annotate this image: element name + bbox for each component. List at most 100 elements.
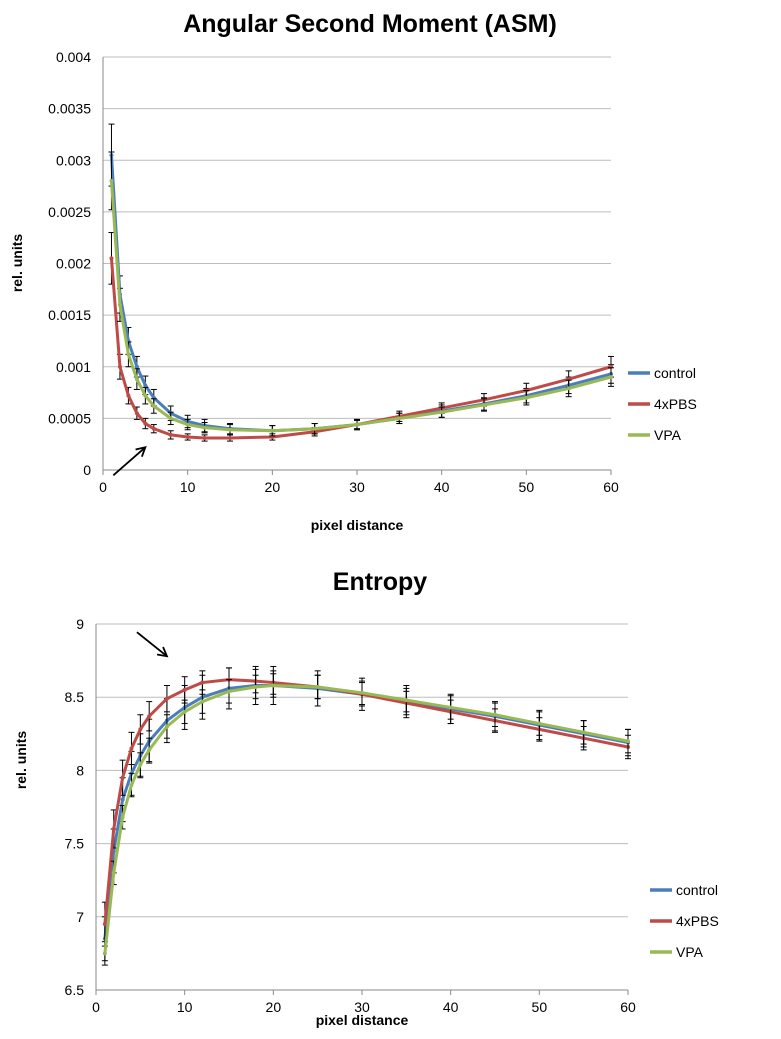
- data-point: [200, 680, 205, 685]
- data-point: [360, 690, 364, 695]
- chart-title: Angular Second Moment (ASM): [183, 10, 557, 38]
- grid-lines: 0 0.0005 0.001 0.0015 0.002 0.0025 0.003 0.0035…: [48, 49, 619, 495]
- legend-label: VPA: [654, 427, 682, 443]
- y-tick-label: 7: [76, 909, 84, 925]
- x-tick-label: 20: [266, 999, 282, 1015]
- data-point: [200, 699, 205, 704]
- y-tick-label: 0: [83, 462, 91, 478]
- data-point: [185, 422, 190, 427]
- data-point: [117, 302, 122, 307]
- series-line: [109, 258, 612, 440]
- data-point: [109, 178, 114, 183]
- y-tick-label: 0.003: [56, 152, 91, 168]
- y-axis-label: rel. units: [13, 731, 29, 790]
- x-tick-label: 10: [177, 999, 193, 1015]
- y-tick-label: 9: [76, 616, 84, 632]
- data-point: [439, 410, 444, 415]
- data-point: [448, 705, 453, 710]
- data-point: [202, 435, 207, 440]
- data-point: [168, 432, 173, 437]
- y-tick-label: 0.0035: [48, 101, 91, 117]
- data-point: [134, 377, 139, 382]
- data-point: [626, 739, 630, 744]
- series-line: [103, 683, 629, 954]
- y-tick-label: 8: [76, 762, 84, 778]
- series-VPA: [108, 151, 614, 437]
- x-axis-label: pixel distance: [316, 1012, 409, 1028]
- y-tick-label: 0.004: [56, 49, 91, 65]
- y-tick-label: 0.0005: [48, 410, 91, 426]
- asm-chart: Angular Second Moment (ASM) pixel distan…: [9, 10, 697, 533]
- legend-label: VPA: [676, 944, 704, 960]
- series-control: [108, 123, 614, 437]
- y-tick-label: 7.5: [65, 836, 85, 852]
- chart-title: Entropy: [333, 568, 428, 596]
- y-tick-label: 8.5: [65, 689, 85, 705]
- legend: control 4xPBS VPA: [650, 882, 719, 960]
- data-point: [566, 386, 571, 391]
- x-tick-label: 30: [354, 999, 370, 1015]
- x-tick-label: 40: [443, 999, 459, 1015]
- data-point: [111, 870, 116, 875]
- data-point: [138, 727, 143, 732]
- x-tick-label: 20: [265, 479, 281, 495]
- data-point: [151, 426, 156, 431]
- data-point: [143, 383, 148, 388]
- arrow-shaft: [136, 631, 168, 657]
- data-point: [228, 435, 232, 440]
- data-point: [609, 375, 613, 380]
- annotation-arrow: [136, 631, 169, 658]
- data-point: [120, 797, 125, 802]
- data-point: [397, 416, 402, 421]
- x-tick-label: 40: [434, 479, 450, 495]
- annotation-arrow: [112, 446, 147, 476]
- y-tick-label: 0.0015: [48, 307, 91, 323]
- x-axis-label: pixel distance: [311, 517, 404, 533]
- y-tick-label: 0.0025: [48, 204, 91, 220]
- series-VPA: [101, 673, 631, 966]
- data-point: [253, 684, 258, 689]
- data-point: [227, 689, 231, 694]
- data-point: [182, 709, 187, 714]
- data-point: [109, 256, 114, 261]
- x-tick-label: 30: [349, 479, 365, 495]
- legend-label: control: [654, 365, 696, 381]
- arrow-head: [156, 646, 169, 658]
- data-point: [134, 364, 139, 369]
- data-point: [524, 395, 529, 400]
- data-point: [143, 393, 148, 398]
- data-point: [315, 684, 320, 689]
- data-point: [185, 434, 190, 439]
- data-point: [164, 724, 169, 729]
- data-point: [404, 698, 409, 703]
- series-line: [103, 678, 629, 925]
- data-point: [270, 428, 275, 433]
- data-point: [129, 783, 134, 788]
- data-point: [102, 922, 107, 927]
- entropy-chart: Entropy pixel distance rel. units 6.5 7 7.…: [13, 568, 719, 1028]
- x-tick-label: 0: [92, 999, 100, 1015]
- data-point: [147, 714, 152, 719]
- data-point: [537, 721, 542, 726]
- data-point: [164, 696, 169, 701]
- y-tick-label: 6.5: [65, 982, 85, 998]
- x-tick-label: 50: [532, 999, 548, 1015]
- legend: control 4xPBS VPA: [628, 365, 697, 443]
- legend-label: 4xPBS: [676, 913, 719, 929]
- x-tick-label: 10: [180, 479, 196, 495]
- data-point: [482, 402, 486, 407]
- data-point: [134, 411, 139, 416]
- x-tick-label: 60: [620, 999, 636, 1015]
- data-point: [138, 762, 143, 767]
- data-point: [120, 815, 125, 820]
- arrow-head: [135, 446, 147, 457]
- data-point: [182, 687, 187, 692]
- grid-lines: 6.5 7 7.5 8 8.5 9 0 10 20 30 40 50 60: [65, 616, 636, 1015]
- data-point: [271, 683, 276, 688]
- y-tick-label: 0.001: [56, 359, 91, 375]
- data-point: [581, 730, 586, 735]
- y-tick-label: 0.002: [56, 256, 91, 272]
- data-point: [126, 352, 131, 357]
